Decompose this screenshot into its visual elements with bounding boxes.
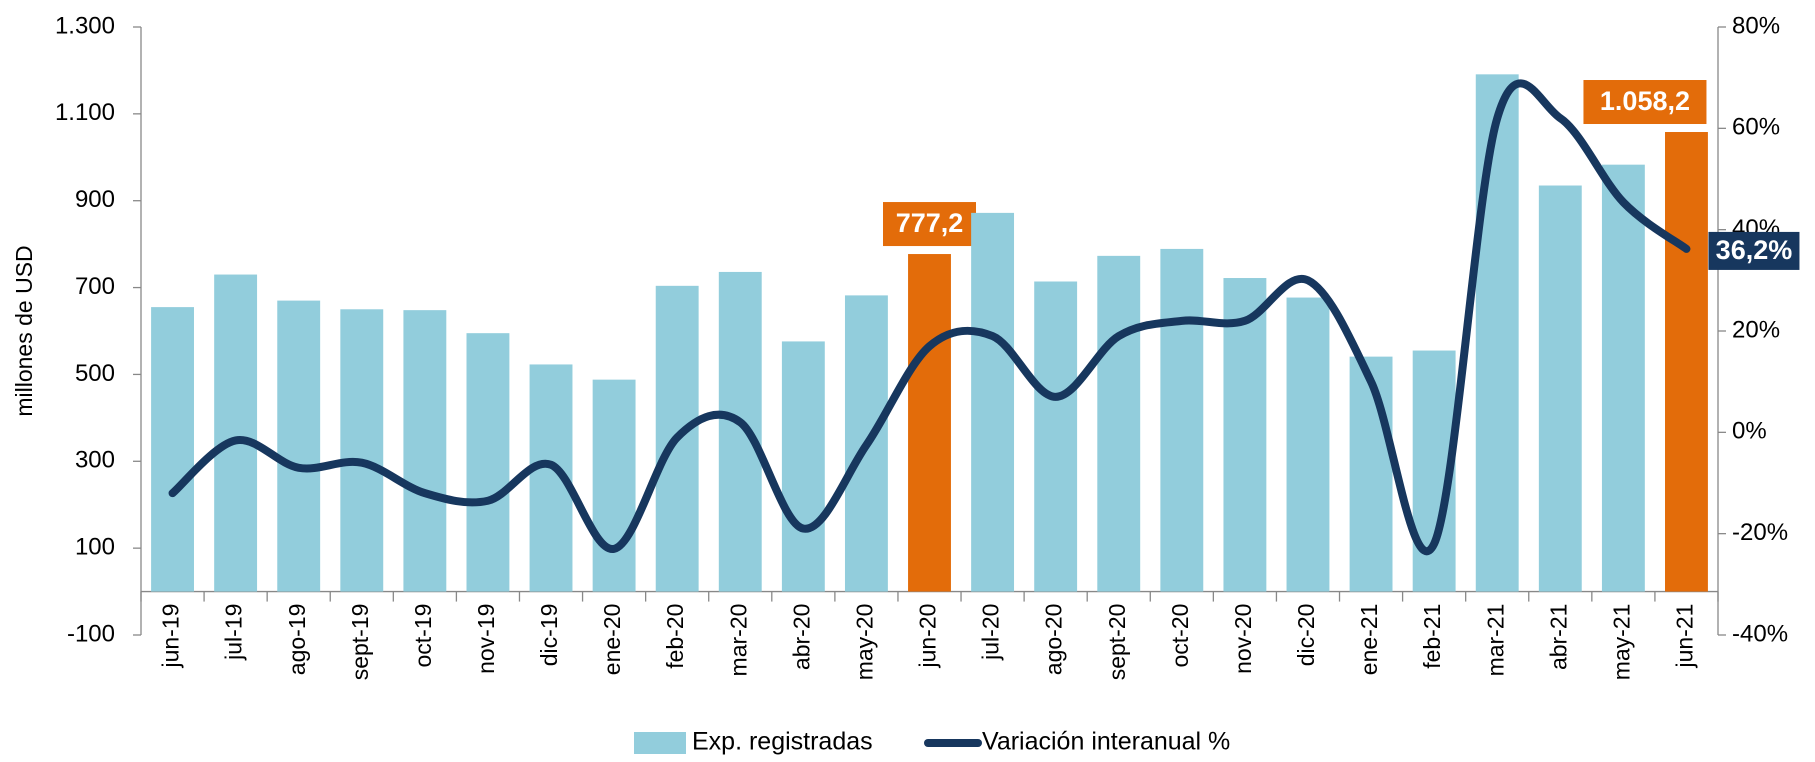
x-tick-label: dic-19 <box>536 604 562 667</box>
x-tick-label: may-21 <box>1608 604 1634 681</box>
bar <box>340 309 384 592</box>
x-tick-label: abr-21 <box>1545 604 1571 670</box>
x-tick-label: sept-20 <box>1104 604 1130 681</box>
bar <box>1286 297 1330 592</box>
bar <box>151 307 194 592</box>
data-label: 777,2 <box>896 208 964 238</box>
x-tick-label: nov-19 <box>473 604 499 674</box>
line <box>168 79 1691 556</box>
legend-swatch <box>634 732 686 754</box>
x-tick-label: abr-20 <box>788 604 814 670</box>
bar <box>1223 278 1267 592</box>
y-tick-label: 700 <box>75 273 115 300</box>
y2-tick-label: 0% <box>1732 418 1767 445</box>
data-label: 36,2% <box>1716 235 1793 265</box>
x-tick-label: ago-20 <box>1041 604 1067 676</box>
bar <box>592 379 636 592</box>
bar <box>908 254 951 592</box>
y-tick-label: 900 <box>75 186 115 213</box>
legend-label: Exp. registradas <box>692 728 873 756</box>
x-tick-label: mar-21 <box>1482 604 1508 677</box>
data-label-box <box>1583 80 1707 125</box>
bar <box>718 271 762 592</box>
bar <box>1601 164 1645 592</box>
x-tick-label: mar-20 <box>725 604 751 677</box>
x-tick-label: jun-21 <box>1672 604 1698 669</box>
bar <box>1475 74 1519 592</box>
x-tick-label: jun-19 <box>158 604 184 669</box>
legend-label: Variación interanual % <box>982 728 1230 756</box>
y-tick-label: -100 <box>67 620 115 647</box>
y-tick-label: 300 <box>75 447 115 474</box>
y-tick-label: 1.100 <box>55 99 115 126</box>
bar <box>214 274 258 592</box>
bar <box>1349 356 1393 592</box>
x-tick-label: sept-19 <box>347 604 373 681</box>
y2-tick-label: 60% <box>1732 114 1780 141</box>
data-label-box <box>883 202 976 247</box>
bar <box>466 333 510 592</box>
bar <box>1538 185 1582 592</box>
x-tick-label: ene-21 <box>1356 604 1382 676</box>
bar <box>277 300 321 592</box>
y2-tick-label: -40% <box>1732 620 1788 647</box>
bar <box>971 212 1015 592</box>
y-axis-label: millones de USD <box>11 245 37 416</box>
x-tick-label: ene-20 <box>599 604 625 676</box>
y2-tick-label: 80% <box>1732 12 1780 39</box>
y2-tick-label: 20% <box>1732 316 1780 343</box>
bar <box>1665 132 1708 592</box>
y2-tick-label: -20% <box>1732 519 1788 546</box>
x-tick-label: oct-20 <box>1167 604 1193 668</box>
bar <box>403 310 447 592</box>
x-tick-label: dic-20 <box>1293 604 1319 667</box>
y-tick-label: 100 <box>75 533 115 560</box>
data-label: 1.058,2 <box>1600 86 1690 116</box>
x-tick-label: jul-19 <box>221 604 247 661</box>
x-tick-label: ago-19 <box>284 604 310 676</box>
y-tick-label: 500 <box>75 360 115 387</box>
bar <box>1097 255 1141 592</box>
x-tick-label: jun-20 <box>915 604 941 669</box>
x-tick-label: feb-20 <box>662 604 688 669</box>
x-tick-label: nov-20 <box>1230 604 1256 674</box>
x-tick-label: oct-19 <box>410 604 436 668</box>
x-tick-label: may-20 <box>851 604 877 681</box>
data-label-box <box>1708 231 1800 270</box>
bar <box>1160 248 1204 592</box>
bar <box>781 341 825 592</box>
y-tick-label: 1.300 <box>55 12 115 39</box>
x-tick-label: feb-21 <box>1419 604 1445 669</box>
x-tick-label: jul-20 <box>978 604 1004 661</box>
bar <box>1034 281 1078 592</box>
